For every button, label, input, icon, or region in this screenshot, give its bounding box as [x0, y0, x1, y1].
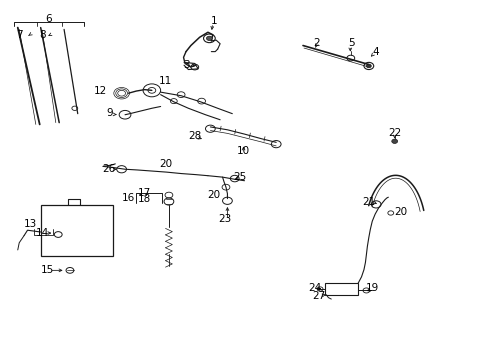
Text: 5: 5	[348, 38, 354, 48]
Text: 9: 9	[106, 108, 113, 118]
Text: 14: 14	[36, 228, 49, 238]
Text: 17: 17	[138, 188, 151, 198]
Bar	[41, 205, 113, 256]
Text: 23: 23	[218, 215, 231, 224]
Text: 12: 12	[94, 86, 107, 96]
Text: 18: 18	[138, 194, 151, 204]
Text: 26: 26	[102, 164, 115, 174]
Text: 21: 21	[362, 197, 375, 207]
Text: 28: 28	[188, 131, 201, 141]
Bar	[325, 283, 357, 295]
Text: 22: 22	[387, 129, 401, 138]
Text: 19: 19	[365, 283, 378, 293]
Text: 20: 20	[207, 190, 221, 200]
Text: 1: 1	[210, 17, 217, 27]
Text: 4: 4	[372, 47, 379, 57]
Text: 15: 15	[41, 265, 54, 275]
Text: 7: 7	[16, 30, 22, 40]
Text: 25: 25	[232, 172, 246, 182]
Circle shape	[206, 36, 212, 41]
Text: 24: 24	[308, 283, 321, 293]
Text: 20: 20	[393, 207, 407, 217]
Text: 11: 11	[159, 76, 172, 86]
Text: 20: 20	[159, 159, 172, 169]
Circle shape	[366, 64, 370, 68]
Text: 10: 10	[237, 145, 249, 156]
Text: 16: 16	[122, 193, 135, 203]
Text: 27: 27	[311, 291, 325, 301]
Text: 6: 6	[45, 14, 52, 24]
Text: 13: 13	[24, 219, 38, 229]
Text: 2: 2	[313, 38, 319, 48]
Text: 3: 3	[183, 60, 190, 70]
Circle shape	[391, 139, 397, 143]
Text: 8: 8	[39, 30, 45, 40]
